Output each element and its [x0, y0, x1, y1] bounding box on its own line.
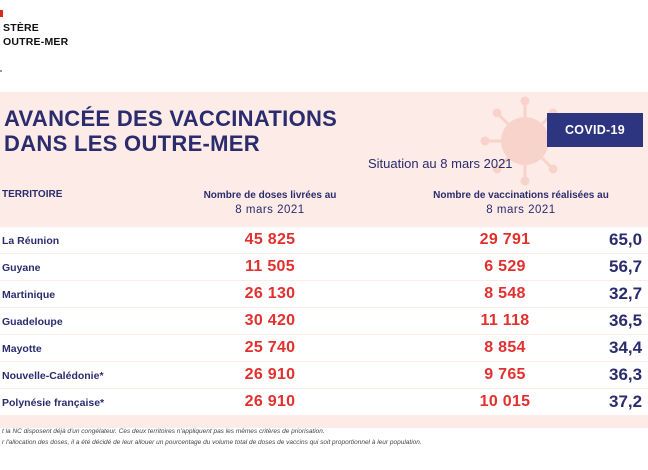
row-background [0, 227, 648, 253]
footnotes: t la NC disposent déjà d'un congélateur.… [2, 426, 422, 448]
vaccinations-done: 8 854 [484, 339, 526, 356]
ministry-name-line2: OUTRE-MER [3, 36, 69, 48]
vaccination-rate: 32,7 [609, 284, 643, 303]
vaccinations-done: 9 765 [484, 366, 526, 383]
table-row: Martinique 26 130 8 548 32,7 [0, 281, 648, 308]
vaccination-rate: 56,7 [609, 257, 643, 276]
doses-delivered: 25 740 [244, 339, 296, 356]
row-background [0, 389, 648, 415]
row-background [0, 254, 648, 280]
vaccinations-done: 10 015 [479, 393, 531, 410]
territory-name: Guyane [2, 262, 41, 274]
header-doses-date: 8 mars 2021 [235, 204, 305, 216]
territory-name: Polynésie française* [2, 397, 105, 409]
header-territory: TERRITOIRE [2, 189, 63, 200]
territory-name: Martinique [2, 289, 56, 301]
table-row: Guyane 11 505 6 529 56,7 [0, 254, 648, 281]
row-background [0, 308, 648, 334]
header-vaccinations: Nombre de vaccinations réalisées au 8 ma… [405, 189, 637, 217]
table-row: Mayotte 25 740 8 854 34,4 [0, 335, 648, 362]
vaccination-rate: 65,0 [609, 230, 643, 249]
row-background [0, 281, 648, 307]
doses-delivered: 30 420 [244, 312, 296, 329]
vaccination-rate: 36,5 [609, 311, 643, 330]
table-row: Guadeloupe 30 420 11 118 36,5 [0, 308, 648, 335]
vaccination-rate: 36,3 [609, 365, 643, 384]
row-background [0, 335, 648, 361]
territory-name: Mayotte [2, 343, 42, 355]
table-row: La Réunion 45 825 29 791 65,0 [0, 227, 648, 254]
doses-delivered: 11 505 [245, 258, 295, 275]
doses-delivered: 26 130 [244, 285, 296, 302]
territory-name: La Réunion [2, 235, 60, 247]
page-title-line1: AVANCÉE DES VACCINATIONS [4, 106, 338, 131]
vaccinations-done: 8 548 [484, 285, 526, 302]
marianne-flag-icon [0, 10, 3, 17]
table-row: Nouvelle-Calédonie* 26 910 9 765 36,3 [0, 362, 648, 389]
doses-delivered: 26 910 [244, 393, 296, 410]
footnote-line1: t la NC disposent déjà d'un congélateur.… [2, 428, 325, 435]
ministry-name-line1: STÈRE [3, 22, 40, 34]
row-background [0, 362, 648, 388]
table-row: Polynésie française* 26 910 10 015 37,2 [0, 389, 648, 416]
page-title-line2: DANS LES OUTRE-MER [4, 131, 260, 156]
header-doses: Nombre de doses livrées au 8 mars 2021 [170, 189, 370, 217]
doses-delivered: 26 910 [244, 366, 296, 383]
situation-date: Situation au 8 mars 2021 [368, 156, 513, 171]
vaccinations-done: 29 791 [479, 231, 531, 248]
divider-dot [0, 70, 2, 72]
territory-name: Guadeloupe [2, 316, 63, 328]
doses-delivered: 45 825 [244, 231, 296, 248]
header-doses-label: Nombre de doses livrées au [203, 190, 337, 201]
header-vaccinations-date: 8 mars 2021 [486, 204, 556, 216]
header-vaccinations-label: Nombre de vaccinations réalisées au [433, 190, 609, 201]
vaccination-rate: 34,4 [609, 338, 643, 357]
vaccination-rate: 37,2 [609, 392, 643, 411]
vaccinations-done: 6 529 [484, 258, 526, 275]
vaccinations-done: 11 118 [480, 312, 530, 329]
footnote-line2: r l'allocation des doses, il a été décid… [2, 439, 422, 446]
territory-name: Nouvelle-Calédonie* [2, 370, 104, 382]
covid-badge: COVID-19 [547, 113, 643, 147]
